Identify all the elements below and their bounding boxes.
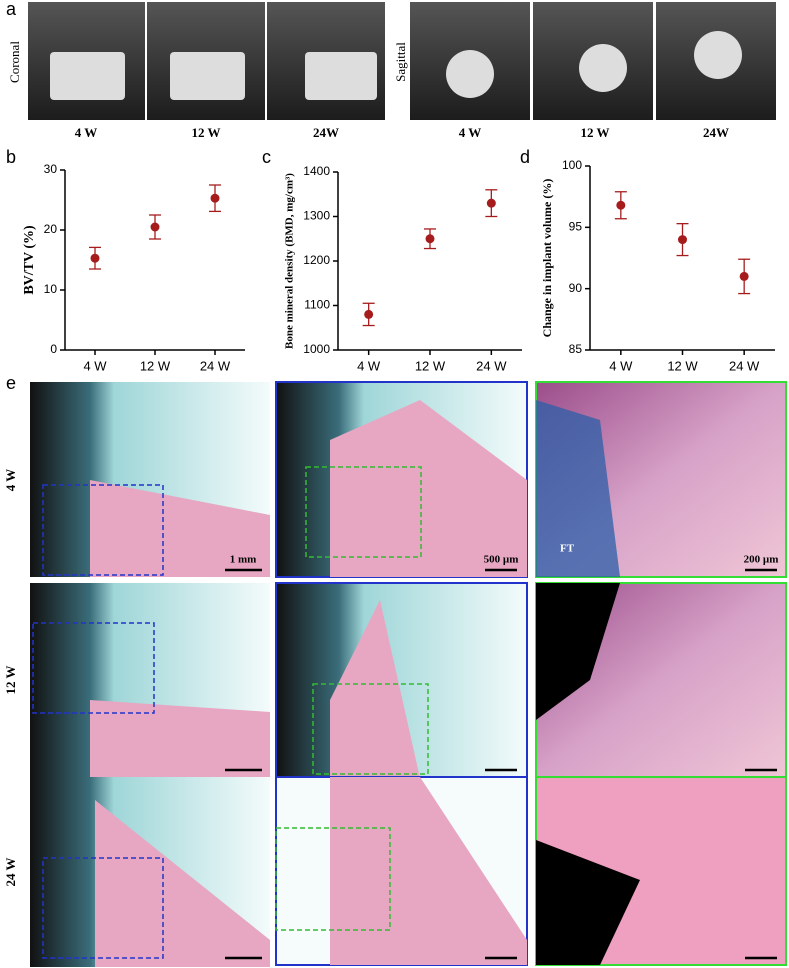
data-point: [425, 234, 435, 244]
x-tick-label: 24 W: [200, 358, 231, 373]
row-label: 4 W: [3, 469, 18, 492]
y-axis-label: BV/TV (%): [22, 225, 37, 295]
time-label: 12 W: [191, 125, 220, 140]
x-tick-label: 4 W: [357, 358, 381, 373]
row-label: 12 W: [3, 665, 18, 694]
x-tick-label: 24 W: [476, 358, 507, 373]
y-tick-label: 0: [50, 342, 57, 356]
annotation: NB: [564, 906, 580, 918]
data-point: [486, 198, 496, 208]
y-tick-label: 1400: [303, 164, 330, 178]
x-tick-label: 4 W: [83, 358, 107, 373]
scale-bar-label: 500 µm: [484, 554, 519, 566]
panel-label: b: [6, 147, 16, 167]
y-tick-label: 1000: [303, 342, 330, 356]
time-label: 12 W: [580, 125, 609, 140]
view-label: Coronal: [7, 41, 22, 83]
data-point: [364, 309, 374, 319]
ct-images: [28, 2, 776, 120]
annotation: NB: [572, 640, 588, 652]
data-point: [616, 200, 626, 210]
annotation: FT: [560, 543, 575, 555]
y-tick-label: 1300: [303, 209, 330, 223]
x-tick-label: 12 W: [667, 358, 698, 373]
y-tick-label: 1200: [303, 253, 330, 267]
x-tick-label: 24 W: [729, 358, 760, 373]
x-tick-label: 4 W: [609, 358, 633, 373]
time-label: 24W: [313, 125, 339, 140]
panel-label: c: [262, 147, 271, 167]
data-point: [210, 193, 220, 203]
x-tick-label: 12 W: [415, 358, 446, 373]
scale-bar-label: 200 µm: [744, 554, 779, 566]
histology-images: [30, 381, 787, 967]
y-tick-label: 85: [569, 342, 583, 356]
data-point: [150, 222, 160, 232]
time-label: 4 W: [459, 125, 482, 140]
y-tick-label: 100: [562, 158, 582, 172]
time-label: 4 W: [75, 125, 98, 140]
time-label: 24W: [703, 125, 729, 140]
view-label: Sagittal: [393, 42, 408, 82]
y-tick-label: 1100: [304, 298, 330, 312]
y-tick-label: 95: [569, 220, 583, 234]
data-point: [739, 271, 749, 281]
y-tick-label: 20: [44, 222, 58, 236]
panel-label: e: [6, 373, 16, 393]
data-point: [678, 235, 687, 245]
panel-label: d: [520, 147, 530, 167]
panel-label: a: [6, 0, 17, 19]
x-tick-label: 12 W: [140, 358, 171, 373]
row-label: 24 W: [3, 857, 18, 886]
scale-bar-label: 1 mm: [230, 554, 257, 566]
y-tick-label: 90: [569, 281, 583, 295]
data-point: [90, 253, 100, 263]
y-axis-label: Change in implant volume (%): [540, 179, 554, 338]
y-tick-label: 10: [44, 282, 58, 296]
y-tick-label: 30: [44, 162, 58, 176]
y-axis-label: Bone mineral density (BMD, mg/cm³): [284, 173, 296, 349]
